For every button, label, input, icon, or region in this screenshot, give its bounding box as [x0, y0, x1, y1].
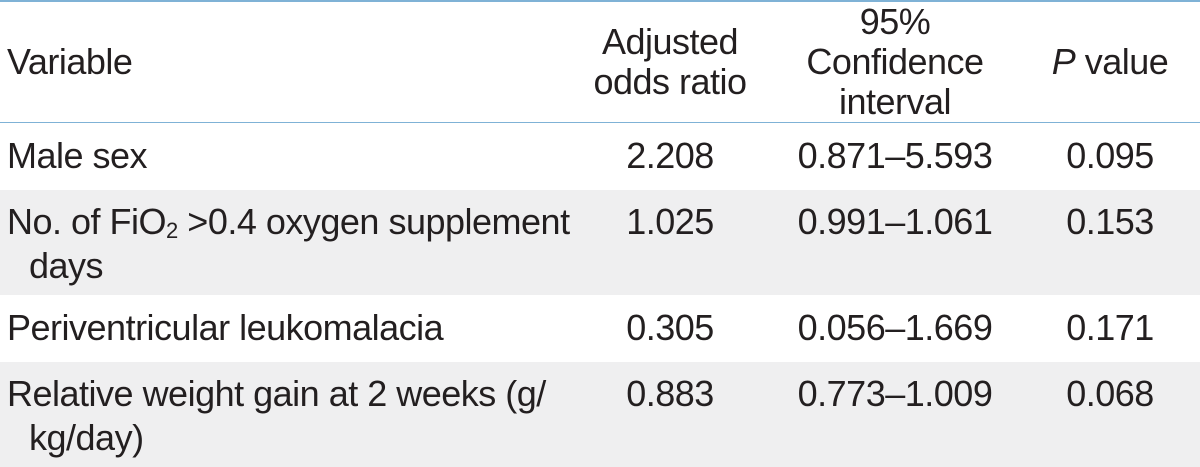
header-p-italic: P — [1051, 41, 1076, 82]
header-p-value: P value — [1020, 2, 1200, 123]
table-row: Periventricular leukomalacia 0.305 0.056… — [0, 295, 1200, 362]
cell-variable-wrap: days — [29, 244, 104, 286]
cell-variable: Periventricular leukomalacia — [7, 306, 444, 348]
header-row: Variable Adjusted odds ratio 95% Confide… — [0, 2, 1200, 123]
table-row: Male sex 2.208 0.871–5.593 0.095 — [0, 123, 1200, 190]
cell-variable: No. of FiO2 >0.4 oxygen supplement days — [0, 190, 570, 295]
table-row: No. of FiO2 >0.4 oxygen supplement days … — [0, 189, 1200, 295]
cell-variable-subscript: 2 — [166, 217, 178, 243]
table-header: Variable Adjusted odds ratio 95% Confide… — [0, 2, 1200, 123]
cell-variable-line1: Relative weight gain at 2 weeks (g/ — [7, 372, 546, 414]
table-row: Relative weight gain at 2 weeks (g/ kg/d… — [0, 361, 1200, 467]
cell-confidence-interval: 0.056–1.669 — [797, 306, 993, 348]
cell-variable: Relative weight gain at 2 weeks (g/ kg/d… — [0, 362, 570, 467]
header-odds-ratio-line2: odds ratio — [593, 61, 747, 102]
cell-odds-ratio: 1.025 — [626, 200, 714, 242]
cell-variable: Male sex — [7, 135, 148, 176]
header-p-rest: value — [1075, 41, 1169, 82]
table-body: Male sex 2.208 0.871–5.593 0.095 No. of … — [0, 123, 1200, 467]
header-odds-ratio-line1: Adjusted — [601, 21, 739, 62]
header-ci-line1: 95% Confidence — [806, 1, 984, 82]
cell-odds-ratio: 2.208 — [626, 135, 714, 176]
cell-p-value: 0.171 — [1066, 306, 1154, 348]
cell-confidence-interval: 0.991–1.061 — [797, 200, 993, 242]
header-odds-ratio: Adjusted odds ratio — [570, 2, 770, 123]
cell-variable-part1: No. of FiO — [7, 200, 167, 242]
header-variable: Variable — [7, 41, 133, 82]
cell-p-value: 0.095 — [1066, 135, 1154, 176]
cell-variable-part2: >0.4 oxygen supplement — [177, 200, 570, 242]
cell-p-value: 0.153 — [1066, 200, 1154, 242]
cell-p-value: 0.068 — [1066, 372, 1154, 414]
header-confidence-interval: 95% Confidence interval — [770, 2, 1020, 123]
cell-confidence-interval: 0.773–1.009 — [797, 372, 993, 414]
cell-odds-ratio: 0.305 — [626, 306, 714, 348]
cell-odds-ratio: 0.883 — [626, 372, 714, 414]
cell-confidence-interval: 0.871–5.593 — [797, 135, 993, 176]
cell-variable-wrap: kg/day) — [29, 416, 144, 458]
header-ci-line2: interval — [838, 81, 952, 122]
